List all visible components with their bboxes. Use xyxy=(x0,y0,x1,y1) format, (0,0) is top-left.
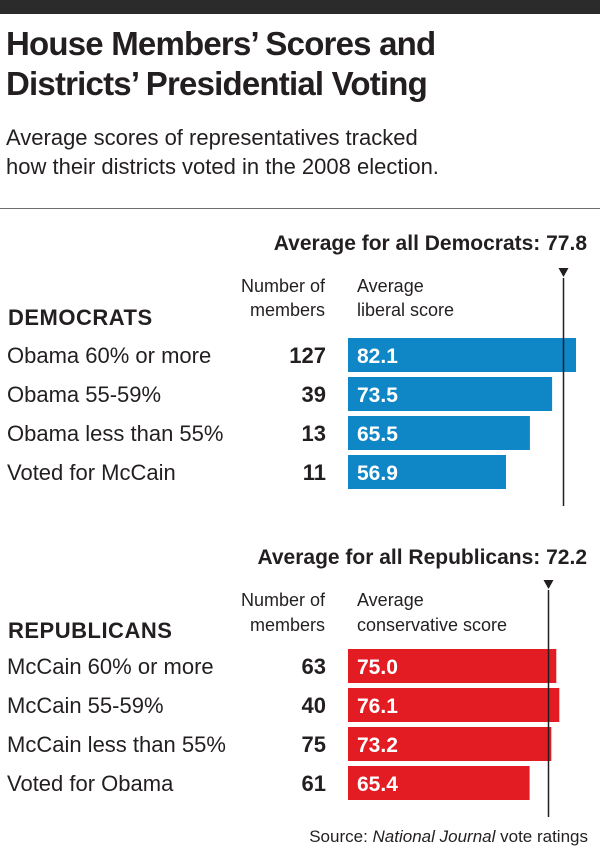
chart-title: House Members’ Scores and Districts’ Pre… xyxy=(6,24,596,104)
bar-value-label: 65.5 xyxy=(357,423,398,446)
category-label: Voted for Obama xyxy=(7,771,174,796)
top-bar xyxy=(0,0,600,14)
bar-value-label: 76.1 xyxy=(357,695,398,718)
category-label: McCain 60% or more xyxy=(7,654,214,679)
count-header-line1: Number of xyxy=(241,276,326,296)
member-count: 63 xyxy=(302,654,326,679)
member-count: 127 xyxy=(289,343,326,368)
score-header-line2: liberal score xyxy=(357,300,454,320)
source-title: National Journal xyxy=(372,827,496,846)
average-label: Average for all Democrats: 77.8 xyxy=(274,232,588,255)
bar-value-label: 56.9 xyxy=(357,462,398,485)
group-label: DEMOCRATS xyxy=(8,305,153,330)
member-count: 13 xyxy=(302,421,326,446)
bar xyxy=(348,727,552,761)
source-prefix: Source: xyxy=(309,827,373,846)
subtitle-line-2: how their districts voted in the 2008 el… xyxy=(6,154,439,179)
bar-value-label: 65.4 xyxy=(357,773,398,796)
member-count: 11 xyxy=(303,460,326,485)
bar-value-label: 75.0 xyxy=(357,656,398,679)
category-label: McCain 55-59% xyxy=(7,693,164,718)
source-suffix: vote ratings xyxy=(495,827,588,846)
member-count: 61 xyxy=(302,771,326,796)
average-marker xyxy=(558,268,569,277)
average-label: Average for all Republicans: 72.2 xyxy=(257,546,587,569)
score-header-line1: Average xyxy=(357,590,424,610)
member-count: 40 xyxy=(302,693,326,718)
bar-value-label: 73.2 xyxy=(357,734,398,757)
category-label: Obama less than 55% xyxy=(7,421,223,446)
count-header-line2: members xyxy=(250,615,325,635)
title-line-2: Districts’ Presidential Voting xyxy=(6,65,428,102)
category-label: Obama 60% or more xyxy=(7,343,211,368)
member-count: 75 xyxy=(302,732,326,757)
bar xyxy=(348,455,506,489)
category-label: Obama 55-59% xyxy=(7,382,161,407)
bar xyxy=(348,649,557,683)
group-label: REPUBLICANS xyxy=(8,618,172,643)
divider xyxy=(0,208,600,209)
bar xyxy=(348,416,530,450)
title-line-1: House Members’ Scores and xyxy=(6,25,436,62)
member-count: 39 xyxy=(302,382,326,407)
category-label: McCain less than 55% xyxy=(7,732,226,757)
subtitle-line-1: Average scores of representatives tracke… xyxy=(6,125,418,150)
bar xyxy=(348,688,560,722)
count-header-line1: Number of xyxy=(241,590,326,610)
score-header-line1: Average xyxy=(357,276,424,296)
score-header-line2: conservative score xyxy=(357,615,507,635)
category-label: Voted for McCain xyxy=(7,460,176,485)
bar xyxy=(348,377,553,411)
source-note: Source: National Journal vote ratings xyxy=(309,826,588,848)
bar xyxy=(348,338,576,372)
bar-value-label: 82.1 xyxy=(357,345,398,368)
bar-value-label: 73.5 xyxy=(357,384,398,407)
chart-subtitle: Average scores of representatives tracke… xyxy=(6,123,596,181)
bar xyxy=(348,766,530,800)
average-marker xyxy=(543,580,554,589)
count-header-line2: members xyxy=(250,300,325,320)
